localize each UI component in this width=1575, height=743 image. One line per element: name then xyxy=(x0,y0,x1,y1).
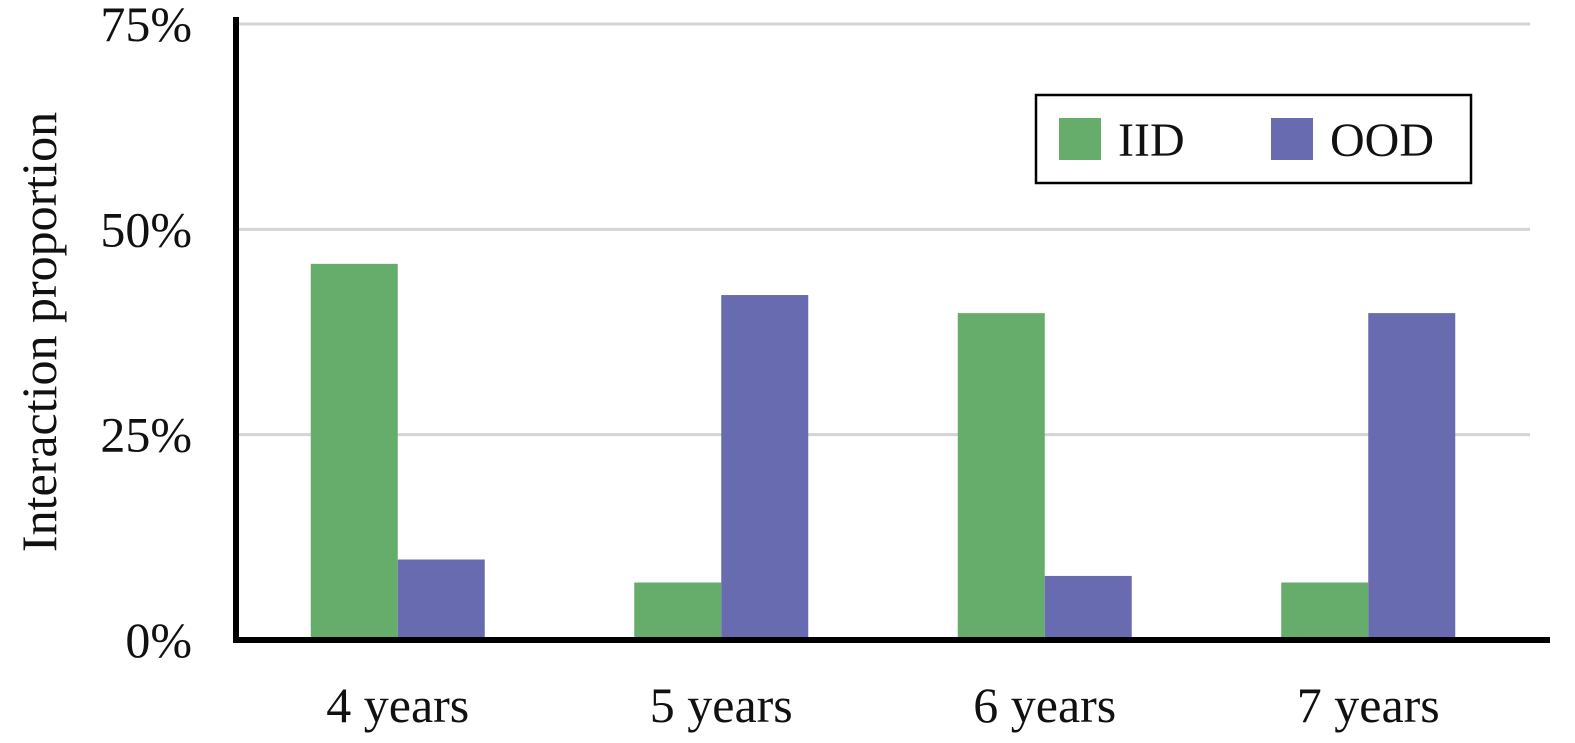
bar-ood-4-years xyxy=(397,559,485,640)
bar-ood-7-years xyxy=(1368,313,1456,640)
legend-label-ood: OOD xyxy=(1330,114,1434,167)
y-tick-label: 75% xyxy=(100,0,192,52)
legend-swatch-ood xyxy=(1271,118,1313,160)
bar-iid-7-years xyxy=(1281,582,1369,640)
bars xyxy=(310,263,1456,640)
x-tick-label: 7 years xyxy=(1297,677,1440,733)
bar-iid-5-years xyxy=(634,582,722,640)
x-tick-label: 4 years xyxy=(326,677,469,733)
y-tick-label: 50% xyxy=(100,201,192,257)
bar-ood-6-years xyxy=(1044,575,1132,640)
bar-iid-6-years xyxy=(957,313,1045,640)
y-tick-label: 25% xyxy=(100,407,192,463)
y-tick-label: 0% xyxy=(125,612,192,668)
x-tick-label: 6 years xyxy=(973,677,1116,733)
x-tick-label: 5 years xyxy=(650,677,793,733)
bar-iid-4-years xyxy=(310,263,398,640)
x-tick-labels: 4 years 5 years 6 years 7 years xyxy=(326,677,1440,733)
y-axis-title: Interaction proportion xyxy=(11,112,67,552)
axes xyxy=(233,17,1550,643)
legend-swatch-iid xyxy=(1059,118,1101,160)
legend-box xyxy=(1034,93,1473,185)
legend: IID OOD xyxy=(1034,93,1473,185)
legend-label-iid: IID xyxy=(1118,114,1185,167)
bar-ood-5-years xyxy=(721,295,809,640)
gridlines xyxy=(236,22,1530,437)
y-tick-labels: 0% 25% 50% 75% xyxy=(100,0,192,668)
